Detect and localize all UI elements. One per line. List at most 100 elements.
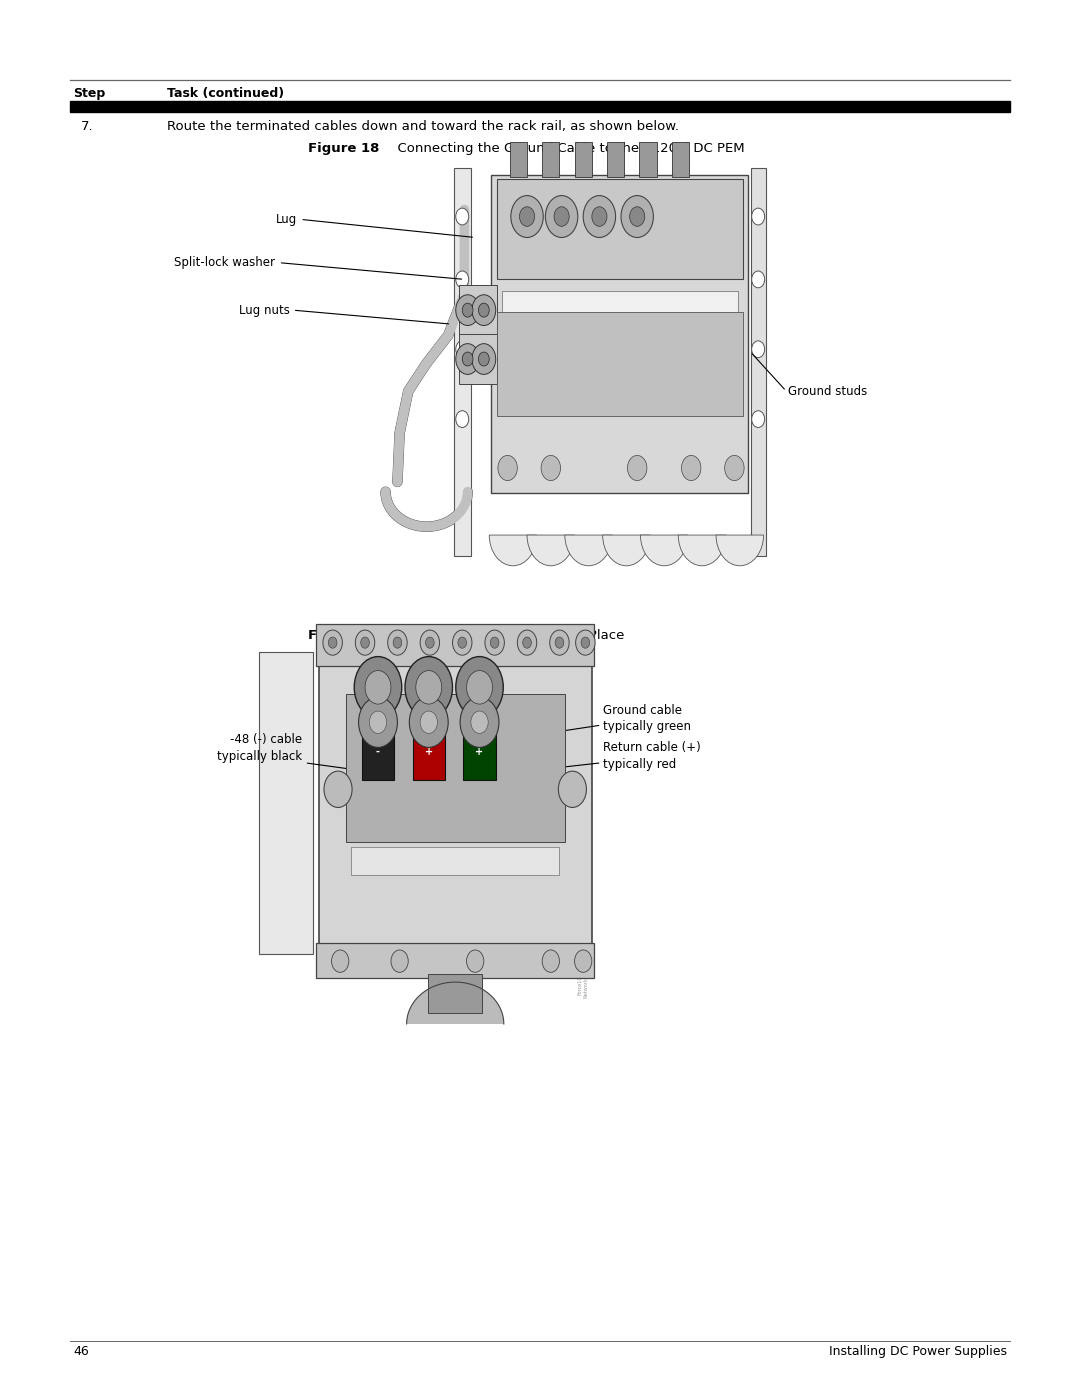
Text: Split-lock washer: Split-lock washer [174,256,275,270]
Circle shape [555,637,564,648]
Circle shape [592,207,607,226]
Circle shape [467,950,484,972]
Circle shape [456,411,469,427]
Circle shape [519,207,535,226]
Circle shape [752,341,765,358]
Text: +: + [475,746,484,757]
Bar [319,659,592,947]
Circle shape [725,455,744,481]
Circle shape [478,303,489,317]
Circle shape [575,950,592,972]
Circle shape [621,196,653,237]
Bar [454,168,471,556]
Circle shape [354,657,402,718]
Text: Force10
Networks: Force10 Networks [578,975,589,999]
Circle shape [630,207,645,226]
Bar [259,652,313,954]
Wedge shape [640,535,688,566]
Circle shape [365,671,391,704]
Circle shape [583,196,616,237]
Wedge shape [603,535,650,566]
Bar [362,680,394,780]
Bar [575,142,592,177]
Circle shape [369,711,387,733]
Text: Step: Step [73,87,106,99]
Text: -: - [376,746,380,757]
Circle shape [542,950,559,972]
Bar [316,943,594,978]
Circle shape [361,637,369,648]
Circle shape [545,196,578,237]
Circle shape [627,455,647,481]
Text: Route the terminated cables down and toward the rack rail, as shown below.: Route the terminated cables down and tow… [167,120,679,133]
Circle shape [558,771,586,807]
Circle shape [472,344,496,374]
Text: Figure 19: Figure 19 [308,629,379,641]
Bar [491,175,748,493]
Text: 7.: 7. [81,120,94,133]
Bar [497,179,743,279]
Circle shape [485,630,504,655]
Text: DC PEM with Connections in Place: DC PEM with Connections in Place [389,629,624,641]
Circle shape [393,637,402,648]
Bar [351,847,559,875]
Circle shape [456,208,469,225]
Text: +: + [424,746,433,757]
Text: Return cable (+): Return cable (+) [603,742,701,754]
Wedge shape [716,535,764,566]
Circle shape [405,657,453,718]
Bar [346,694,565,842]
Circle shape [460,697,499,747]
Bar [316,624,594,666]
Text: Ground studs: Ground studs [788,384,867,398]
Circle shape [456,657,503,718]
Bar [502,291,738,326]
Bar [639,142,657,177]
Circle shape [359,697,397,747]
Bar [70,101,1010,112]
Text: -48 (-) cable: -48 (-) cable [230,733,302,746]
Text: Ground cable: Ground cable [603,704,681,717]
Bar [428,974,482,1013]
Text: Installing DC Power Supplies: Installing DC Power Supplies [828,1345,1007,1358]
Text: 46: 46 [73,1345,90,1358]
Bar [672,142,689,177]
Circle shape [456,344,480,374]
Bar [463,680,496,780]
Text: typically red: typically red [603,759,676,771]
Wedge shape [565,535,612,566]
Circle shape [576,630,595,655]
Circle shape [752,411,765,427]
Text: Lug nuts: Lug nuts [239,303,289,317]
Circle shape [490,637,499,648]
Circle shape [550,630,569,655]
Circle shape [420,630,440,655]
Circle shape [453,630,472,655]
Circle shape [554,207,569,226]
Circle shape [581,637,590,648]
Circle shape [517,630,537,655]
Circle shape [409,697,448,747]
Circle shape [523,637,531,648]
Circle shape [416,671,442,704]
Circle shape [471,711,488,733]
Circle shape [456,295,480,326]
Bar [510,142,527,177]
Circle shape [498,455,517,481]
Circle shape [478,352,489,366]
Wedge shape [489,535,537,566]
Circle shape [467,671,492,704]
Circle shape [681,455,701,481]
Bar [607,142,624,177]
Circle shape [332,950,349,972]
Circle shape [324,771,352,807]
Circle shape [388,630,407,655]
Text: Lug: Lug [275,212,297,226]
Bar [413,680,445,780]
Circle shape [426,637,434,648]
Bar [542,142,559,177]
Circle shape [355,630,375,655]
Wedge shape [527,535,575,566]
Text: Figure 18: Figure 18 [308,142,379,155]
Circle shape [456,341,469,358]
